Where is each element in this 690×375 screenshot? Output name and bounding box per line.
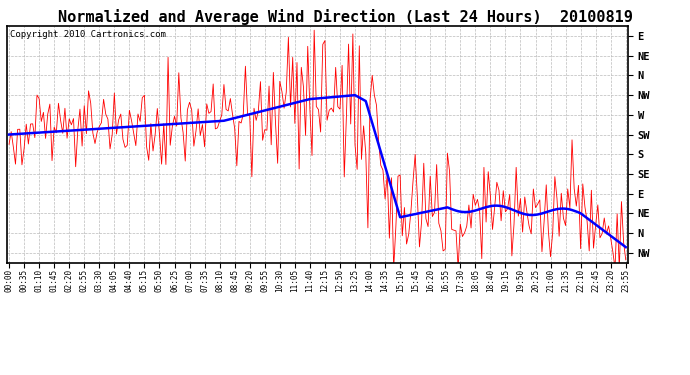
Text: Normalized and Average Wind Direction (Last 24 Hours)  20100819: Normalized and Average Wind Direction (L… bbox=[57, 9, 633, 26]
Text: Copyright 2010 Cartronics.com: Copyright 2010 Cartronics.com bbox=[10, 30, 166, 39]
